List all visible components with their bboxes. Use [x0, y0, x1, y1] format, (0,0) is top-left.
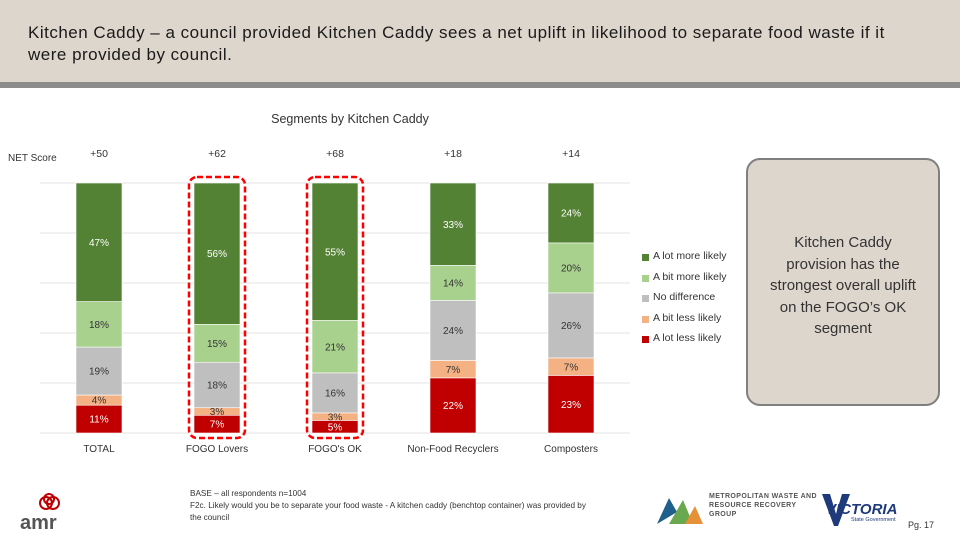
category-label: FOGO's OK	[308, 444, 362, 455]
base-note: BASE – all respondents n=1004 F2c. Likely…	[190, 488, 590, 524]
bar-segment	[429, 182, 477, 266]
bar-segment	[429, 265, 477, 301]
data-label: 20%	[561, 264, 581, 275]
mwrrg-logo-text: METROPOLITAN WASTE AND RESOURCE RECOVERY…	[709, 493, 817, 518]
data-label: 24%	[561, 209, 581, 220]
data-label: 22%	[443, 401, 463, 412]
chart-title: Segments by Kitchen Caddy	[271, 112, 429, 126]
legend-label: A bit less likely	[653, 311, 722, 324]
category-label: FOGO Lovers	[186, 444, 248, 455]
data-label: 14%	[443, 279, 463, 290]
data-label: 7%	[564, 362, 579, 373]
mwrrg-logo: METROPOLITAN WASTE AND RESOURCE RECOVERY…	[655, 492, 817, 532]
highlight-box	[305, 175, 365, 440]
bar-segment	[547, 242, 595, 294]
header-band	[0, 0, 960, 82]
bar-segment	[429, 377, 477, 434]
highlight-box	[187, 175, 247, 440]
bar-segment	[429, 300, 477, 361]
data-label: 7%	[210, 420, 225, 431]
data-label: 4%	[92, 396, 107, 407]
data-label: 24%	[443, 326, 463, 337]
data-label: 26%	[561, 321, 581, 332]
legend-swatch	[642, 295, 649, 303]
legend-label: A lot less likely	[653, 332, 722, 345]
data-label: 21%	[325, 342, 345, 353]
svg-text:amr: amr	[20, 512, 57, 534]
category-label: Composters	[544, 444, 598, 455]
data-label: 3%	[210, 407, 225, 418]
data-label: 3%	[328, 412, 343, 423]
bar-segment	[311, 182, 359, 321]
data-label: 18%	[207, 381, 227, 392]
page-number: Pg. 17	[908, 520, 935, 530]
data-label: 11%	[89, 415, 108, 426]
victoria-logo: VICTORIA State Government	[820, 492, 900, 530]
victoria-logo-sub: State Government	[851, 517, 896, 523]
data-label: 55%	[325, 247, 345, 258]
legend-label: No difference	[653, 291, 716, 304]
bar-segment	[75, 182, 123, 302]
bar-segment	[193, 182, 241, 325]
bar-segment	[547, 182, 595, 244]
bar-segment	[75, 301, 123, 348]
data-label: 18%	[89, 320, 109, 331]
bar-segment	[311, 372, 359, 414]
bar-segment	[311, 320, 359, 374]
data-label: 5%	[328, 422, 343, 433]
data-label: 47%	[89, 238, 109, 249]
bar-segment	[547, 292, 595, 359]
data-label: 15%	[207, 339, 227, 350]
header-rule	[0, 82, 960, 88]
data-label: 19%	[89, 367, 109, 378]
data-label: 56%	[207, 249, 227, 260]
legend-swatch	[642, 336, 649, 344]
legend-swatch	[642, 315, 649, 323]
legend-label: A bit more likely	[653, 270, 727, 283]
net-score-value: +50	[90, 148, 108, 160]
net-score-value: +18	[444, 148, 462, 160]
legend-swatch	[642, 274, 649, 282]
base-note-line: BASE – all respondents n=1004	[190, 489, 307, 498]
bar-segment	[193, 324, 241, 363]
category-label: Non-Food Recyclers	[407, 444, 498, 455]
net-score-value: +62	[208, 148, 226, 160]
bar-segment	[193, 415, 241, 434]
bar-segment	[547, 375, 595, 434]
data-label: 33%	[443, 220, 463, 231]
bar-segment	[311, 420, 359, 434]
bar-segment	[193, 361, 241, 409]
callout-text: Kitchen Caddy provision has the stronges…	[770, 234, 916, 337]
net-score-value: +68	[326, 148, 344, 160]
callout-box: Kitchen Caddy provision has the stronges…	[746, 158, 940, 406]
legend-label: A lot more likely	[653, 250, 727, 262]
legend-swatch	[642, 254, 649, 261]
net-score-label: NET Score	[8, 153, 57, 164]
data-label: 7%	[446, 365, 461, 376]
category-label: TOTAL	[83, 444, 115, 455]
victoria-logo-text: VICTORIA	[826, 501, 898, 518]
data-label: 16%	[325, 389, 345, 400]
net-score-value: +14	[562, 148, 580, 160]
amr-logo: amr	[18, 493, 78, 537]
data-label: 23%	[561, 400, 581, 411]
page-title: Kitchen Caddy – a council provided Kitch…	[28, 23, 885, 64]
bar-segment	[75, 404, 123, 434]
base-note-line: F2c. Likely would you be to separate you…	[190, 501, 586, 522]
